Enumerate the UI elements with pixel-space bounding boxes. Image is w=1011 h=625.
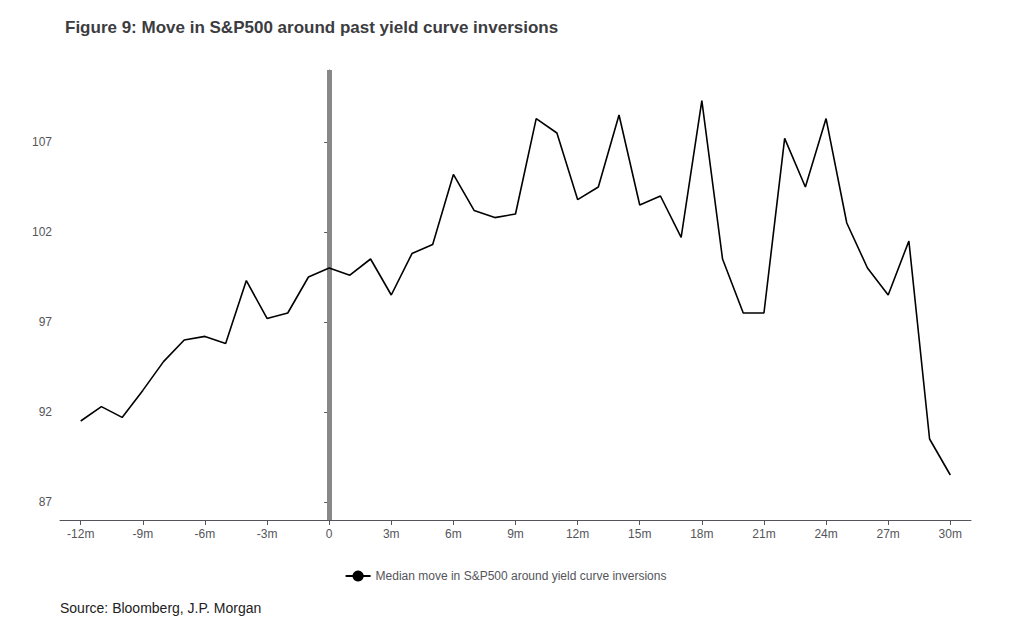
svg-text:Source: Bloomberg, J.P. Morgan: Source: Bloomberg, J.P. Morgan [60,600,261,616]
svg-text:Figure 9: Move in S&P500 aroun: Figure 9: Move in S&P500 around past yie… [65,18,558,37]
svg-text:97: 97 [39,315,53,329]
svg-text:6m: 6m [445,527,462,541]
svg-text:-12m: -12m [67,527,94,541]
svg-text:0: 0 [326,527,333,541]
svg-text:92: 92 [39,405,53,419]
svg-text:18m: 18m [690,527,713,541]
svg-text:24m: 24m [814,527,837,541]
svg-text:107: 107 [32,135,52,149]
svg-text:-3m: -3m [257,527,278,541]
svg-text:9m: 9m [507,527,524,541]
svg-text:21m: 21m [752,527,775,541]
svg-text:15m: 15m [628,527,651,541]
svg-text:12m: 12m [566,527,589,541]
svg-text:87: 87 [39,495,53,509]
svg-text:27m: 27m [877,527,900,541]
svg-text:-6m: -6m [195,527,216,541]
svg-text:3m: 3m [383,527,400,541]
svg-text:-9m: -9m [132,527,153,541]
svg-text:Median move in S&P500 around y: Median move in S&P500 around yield curve… [376,569,667,583]
svg-text:102: 102 [32,225,52,239]
svg-text:30m: 30m [939,527,962,541]
